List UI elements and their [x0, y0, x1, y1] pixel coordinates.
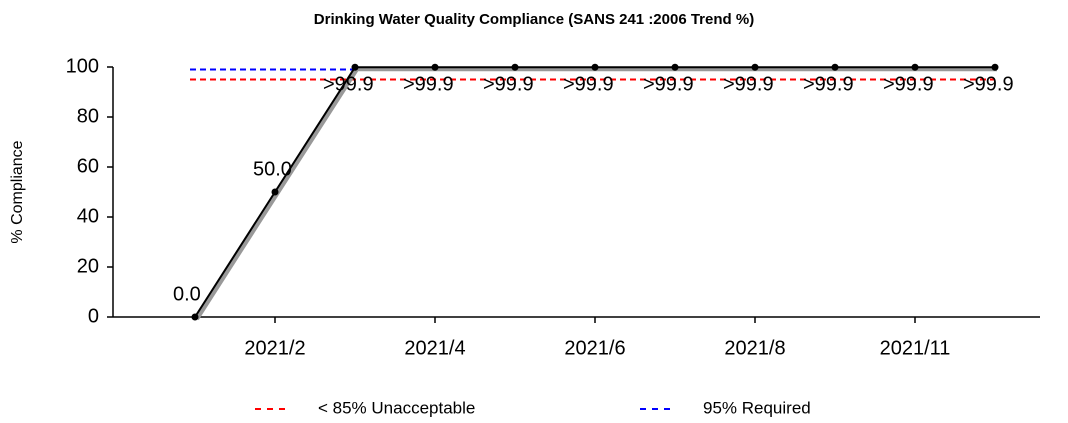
marker [591, 63, 599, 71]
y-axis-label: % Compliance [9, 140, 26, 243]
marker [831, 63, 839, 71]
x-tick-label: 2021/6 [564, 337, 625, 359]
legend-label: < 85% Unacceptable [318, 398, 475, 417]
data-label: >99.9 [803, 74, 854, 96]
data-label: >99.9 [723, 74, 774, 96]
legend-label: 95% Required [703, 398, 811, 417]
marker [431, 63, 439, 71]
data-label: >99.9 [323, 74, 374, 96]
marker [271, 188, 279, 196]
y-tick-label: 0 [88, 305, 99, 327]
chart-title: Drinking Water Quality Compliance (SANS … [314, 11, 754, 28]
data-label: >99.9 [563, 74, 614, 96]
marker [911, 63, 919, 71]
data-label: 0.0 [173, 283, 201, 305]
marker [511, 63, 519, 71]
y-tick-label: 100 [66, 55, 99, 77]
line-shadow [195, 67, 997, 321]
data-label: >99.9 [963, 74, 1014, 96]
line [194, 66, 995, 318]
y-tick-label: 20 [77, 255, 99, 277]
data-label: >99.9 [483, 74, 534, 96]
data-label: >99.9 [403, 74, 454, 96]
data-label: 50.0 [253, 158, 292, 180]
data-label: >99.9 [883, 74, 934, 96]
marker [751, 63, 759, 71]
y-tick-label: 80 [77, 105, 99, 127]
marker [191, 313, 199, 321]
marker [991, 63, 999, 71]
x-tick-label: 2021/11 [880, 337, 951, 359]
y-tick-label: 60 [77, 155, 99, 177]
x-tick-label: 2021/8 [724, 337, 785, 359]
marker [671, 63, 679, 71]
x-tick-label: 2021/2 [244, 337, 305, 359]
y-tick-label: 40 [77, 205, 99, 227]
data-label: >99.9 [643, 74, 694, 96]
marker [351, 63, 359, 71]
x-tick-label: 2021/4 [404, 337, 465, 359]
